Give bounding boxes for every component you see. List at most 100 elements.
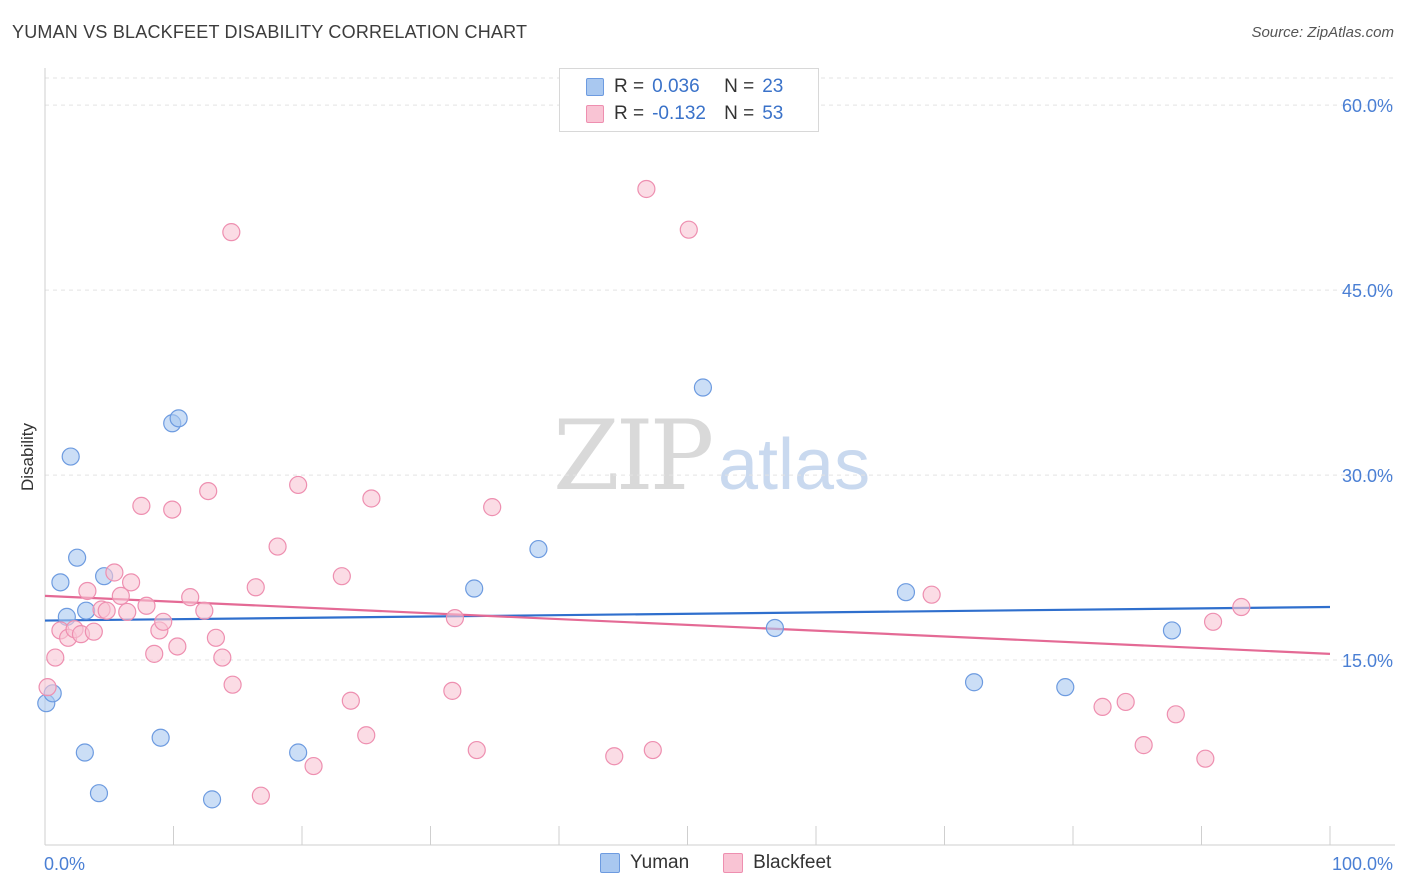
r-value: 0.036 (652, 76, 700, 97)
x-tick-label: 0.0% (44, 854, 85, 874)
r-label: R = (614, 103, 645, 124)
data-point (169, 409, 188, 428)
data-point (443, 681, 462, 700)
n-value: 53 (762, 103, 784, 124)
data-point (1203, 612, 1223, 631)
data-point (163, 500, 182, 519)
data-point (693, 378, 713, 397)
data-points (37, 179, 1251, 809)
data-point (922, 585, 941, 604)
data-point (332, 567, 351, 586)
data-point (445, 609, 465, 628)
data-point (223, 675, 242, 694)
data-point (1196, 749, 1215, 768)
data-point (97, 601, 116, 620)
data-point (1166, 705, 1185, 724)
data-point (145, 644, 164, 663)
data-point (605, 747, 624, 766)
data-point (268, 537, 287, 556)
n-label: N = (724, 76, 755, 97)
correlation-legend: R = 0.036 N = 23 R = -0.132 N = 53 (559, 68, 819, 132)
data-point (679, 220, 698, 239)
watermark-zip: ZIP (553, 400, 714, 512)
legend-item-blackfeet[interactable]: Blackfeet (723, 852, 831, 874)
data-point (246, 578, 265, 597)
data-point (105, 563, 124, 582)
data-point (132, 496, 151, 515)
legend-label: Blackfeet (753, 852, 832, 873)
watermark-atlas: atlas (718, 425, 871, 505)
data-point (1134, 736, 1153, 755)
blackfeet-swatch (586, 105, 604, 123)
data-point (84, 622, 103, 641)
data-point (213, 648, 232, 667)
data-point (1116, 692, 1135, 712)
tick-labels: 15.0% 30.0% 45.0% 60.0% 0.0% 100.0% Disability (18, 96, 1393, 874)
data-point (289, 475, 308, 495)
data-point (289, 743, 308, 762)
y-tick-label: 30.0% (1342, 466, 1393, 486)
data-point (529, 539, 548, 559)
data-point (202, 790, 222, 809)
trend-lines (44, 594, 1331, 655)
n-value: 23 (762, 76, 784, 97)
yuman-swatch (586, 78, 604, 96)
data-point (121, 573, 141, 592)
data-point (483, 498, 502, 517)
r-label: R = (614, 76, 645, 97)
trend-line (44, 605, 1331, 622)
data-point (38, 678, 57, 697)
data-point (168, 637, 187, 656)
data-point (118, 602, 137, 622)
data-point (362, 489, 381, 508)
chart-title: YUMAN VS BLACKFEET DISABILITY CORRELATIO… (12, 22, 528, 42)
data-point (467, 740, 486, 760)
legend-item-yuman[interactable]: Yuman (600, 852, 689, 874)
legend-label: Yuman (630, 852, 690, 873)
data-point (151, 728, 170, 747)
axes (44, 68, 1395, 846)
data-point (78, 581, 97, 601)
data-point (46, 648, 65, 667)
legend-row-blackfeet: R = -0.132 N = 53 (586, 102, 783, 126)
n-label: N = (724, 103, 755, 124)
data-point (61, 447, 80, 466)
data-point (222, 223, 241, 242)
data-point (111, 586, 130, 606)
data-point (154, 612, 173, 631)
trend-line (44, 594, 1331, 655)
data-point (51, 573, 70, 592)
blackfeet-swatch (723, 853, 744, 873)
data-point (89, 784, 109, 803)
data-point (964, 673, 984, 692)
data-point (1093, 697, 1112, 716)
source-label: Source: ZipAtlas.com (1251, 24, 1394, 41)
data-point (1056, 678, 1075, 697)
data-point (77, 601, 96, 620)
data-point (465, 579, 484, 598)
series-legend: Yuman Blackfeet (600, 852, 865, 874)
data-point (251, 786, 270, 805)
y-axis-label: Disability (18, 422, 37, 491)
data-point (1232, 597, 1251, 617)
data-point (1162, 621, 1182, 640)
data-point (357, 726, 376, 745)
x-tick-label: 100.0% (1332, 854, 1393, 874)
data-point (199, 481, 218, 501)
legend-row-yuman: R = 0.036 N = 23 (586, 75, 783, 99)
data-point (341, 691, 360, 710)
y-tick-label: 60.0% (1342, 96, 1393, 116)
data-point (896, 583, 916, 602)
data-point (181, 588, 200, 607)
data-point (304, 756, 323, 776)
data-point (68, 548, 87, 567)
grid-lines (45, 77, 1395, 661)
y-tick-label: 15.0% (1342, 651, 1393, 671)
data-point (137, 596, 156, 615)
r-value: -0.132 (652, 103, 706, 124)
data-point (206, 628, 226, 647)
data-point (765, 618, 784, 638)
data-point (637, 179, 656, 199)
data-point (195, 601, 214, 620)
